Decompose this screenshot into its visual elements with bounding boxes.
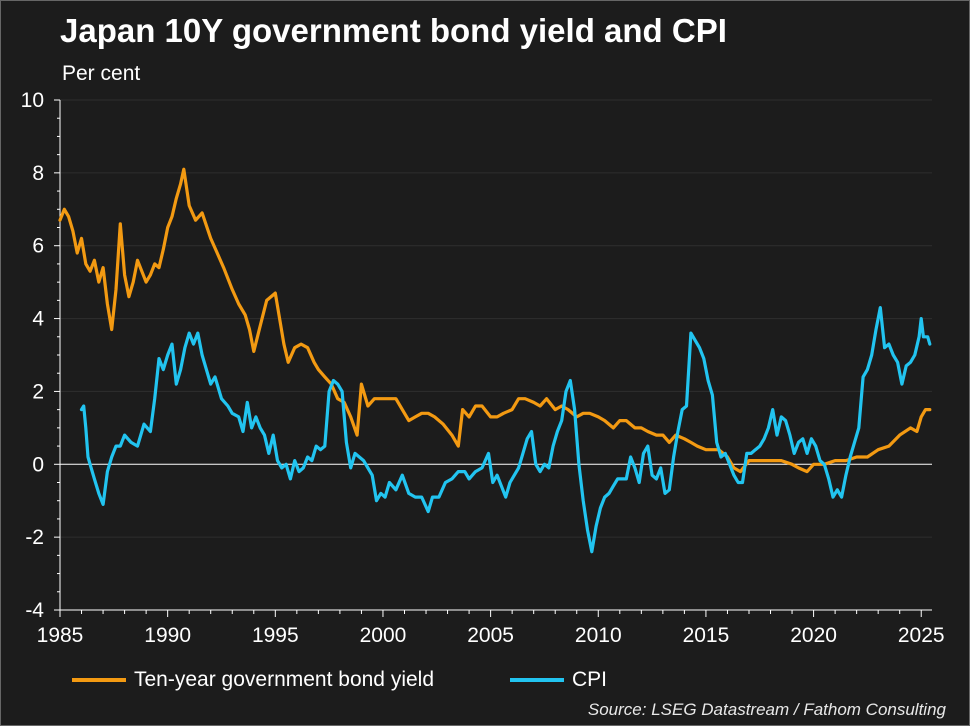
x-tick-label: 1995	[252, 624, 299, 647]
y-tick-label: 10	[21, 89, 44, 112]
legend-swatch-cpi	[510, 678, 564, 682]
x-tick-label: 2020	[790, 624, 837, 647]
y-tick-label: 6	[32, 235, 44, 258]
legend-label-yield: Ten-year government bond yield	[134, 668, 435, 691]
x-tick-label: 2025	[898, 624, 945, 647]
legend-swatch-yield	[72, 678, 126, 682]
series-line-yield	[58, 167, 932, 474]
x-tick-label: 1985	[37, 624, 84, 647]
x-tick-label: 1990	[144, 624, 191, 647]
axes	[54, 99, 932, 617]
y-tick-label: 2	[32, 380, 44, 403]
legend-item-yield: Ten-year government bond yield	[72, 668, 434, 692]
source-note: Source: LSEG Datastream / Fathom Consult…	[587, 700, 946, 719]
y-tick-label: 0	[32, 453, 44, 476]
legend-item-cpi: CPI	[510, 668, 607, 692]
chart-title: Japan 10Y government bond yield and CPI	[60, 12, 727, 49]
legend-label-cpi: CPI	[572, 668, 608, 691]
gridlines	[60, 99, 932, 611]
tick-labels: -4 -2 0 2 4 6 8 10 1985 1990 1995 2000 2005 2010 2015 2…	[21, 89, 945, 647]
y-tick-label: 8	[32, 162, 44, 185]
y-axis-label: Per cent	[62, 62, 141, 85]
y-tick-label: 4	[32, 308, 44, 331]
x-tick-label: 2010	[575, 624, 622, 647]
y-tick-label: -4	[25, 599, 44, 622]
x-tick-label: 2000	[360, 624, 407, 647]
series-line-cpi	[79, 306, 932, 554]
series-lines	[58, 167, 932, 554]
y-tick-label: -2	[25, 526, 44, 549]
x-tick-label: 2015	[683, 624, 730, 647]
x-tick-label: 2005	[467, 624, 514, 647]
